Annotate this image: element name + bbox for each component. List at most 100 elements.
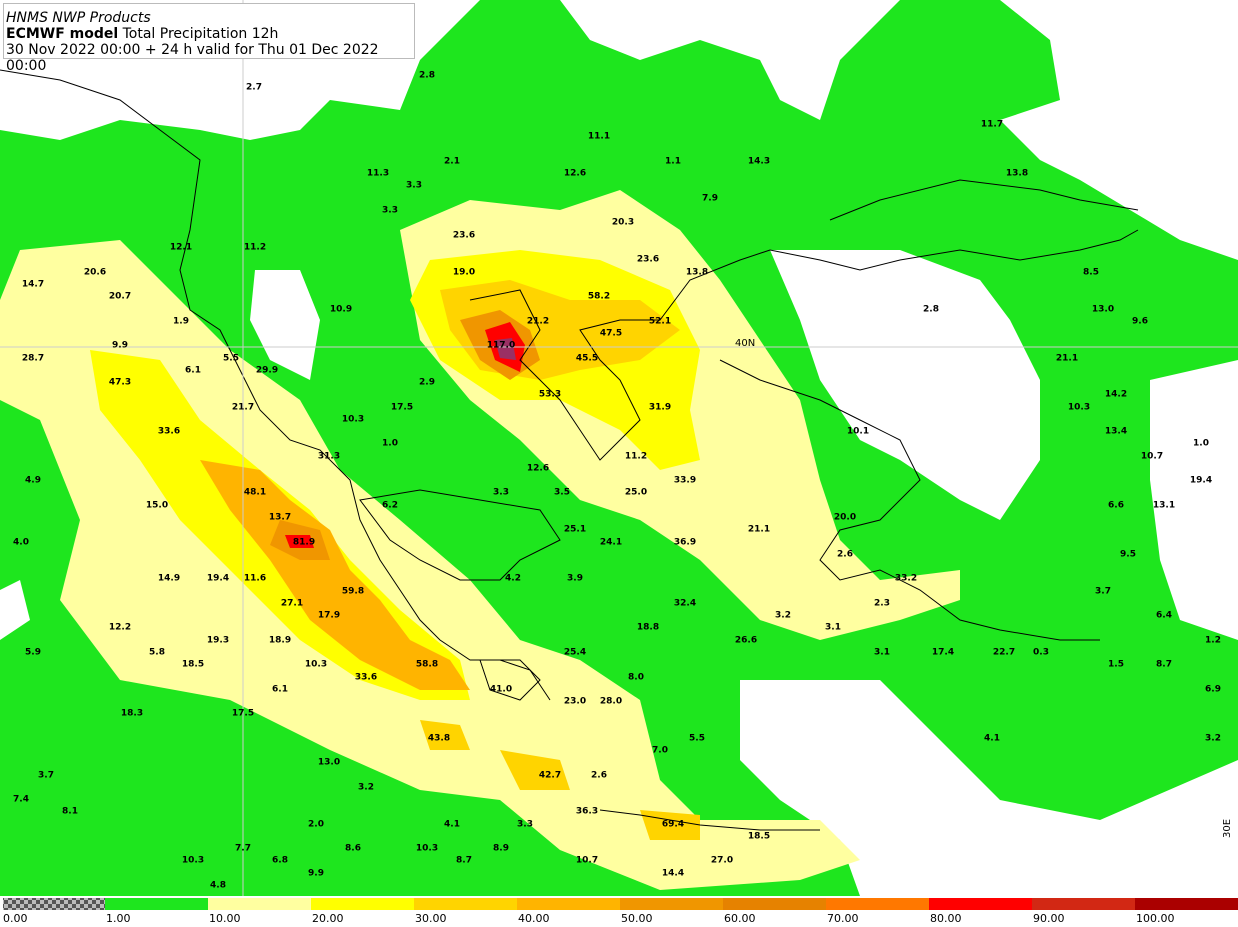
value-label: 45.5 xyxy=(576,354,598,364)
value-label: 6.1 xyxy=(185,366,201,376)
colorbar-label: 0.00 xyxy=(3,912,28,925)
lon-label: 30E xyxy=(1222,819,1233,838)
colorbar-label: 90.00 xyxy=(1033,912,1065,925)
value-label: 18.3 xyxy=(121,709,143,719)
value-label: 5.8 xyxy=(149,648,165,658)
value-label: 7.0 xyxy=(652,746,668,756)
value-label: 3.3 xyxy=(382,206,398,216)
colorbar-swatch xyxy=(1032,898,1135,910)
header-line1: HNMS NWP Products xyxy=(6,10,151,26)
colorbar-label: 1.00 xyxy=(106,912,131,925)
value-label: 43.8 xyxy=(428,734,450,744)
value-label: 17.4 xyxy=(932,648,954,658)
value-label: 2.6 xyxy=(837,550,853,560)
value-label: 20.7 xyxy=(109,292,131,302)
value-label: 5.5 xyxy=(689,734,705,744)
value-label: 21.7 xyxy=(232,403,254,413)
value-label: 59.8 xyxy=(342,587,364,597)
value-label: 6.6 xyxy=(1108,501,1124,511)
value-label: 52.1 xyxy=(649,317,671,327)
value-label: 2.8 xyxy=(923,305,939,315)
value-label: 8.1 xyxy=(62,807,78,817)
colorbar-swatch xyxy=(826,898,929,910)
colorbar-swatch xyxy=(311,898,414,910)
value-label: 13.4 xyxy=(1105,427,1127,437)
value-label: 23.6 xyxy=(453,231,475,241)
value-label: 12.6 xyxy=(564,169,586,179)
value-label: 9.9 xyxy=(308,869,324,879)
value-label: 3.3 xyxy=(517,820,533,830)
value-label: 69.4 xyxy=(662,820,684,830)
value-label: 10.7 xyxy=(576,856,598,866)
value-label: 2.7 xyxy=(246,83,262,93)
value-label: 19.4 xyxy=(1190,476,1212,486)
value-label: 36.9 xyxy=(674,538,696,548)
value-label: 13.8 xyxy=(1006,169,1028,179)
value-label: 11.2 xyxy=(244,243,266,253)
value-label: 31.3 xyxy=(318,452,340,462)
value-label: 12.1 xyxy=(170,243,192,253)
colorbar-label: 20.00 xyxy=(312,912,344,925)
value-label: 1.0 xyxy=(1193,439,1209,449)
value-label: 41.0 xyxy=(490,685,512,695)
value-label: 25.4 xyxy=(564,648,586,658)
colorbar-label: 60.00 xyxy=(724,912,756,925)
value-label: 4.0 xyxy=(13,538,29,548)
value-label: 7.7 xyxy=(235,844,251,854)
value-label: 21.2 xyxy=(527,317,549,327)
coastlines xyxy=(0,69,1139,831)
value-label: 1.2 xyxy=(1205,636,1221,646)
value-label: 3.7 xyxy=(38,771,54,781)
value-label: 1.9 xyxy=(173,317,189,327)
value-label: 14.2 xyxy=(1105,390,1127,400)
value-label: 42.7 xyxy=(539,771,561,781)
colorbar-label: 80.00 xyxy=(930,912,962,925)
colorbar-label: 10.00 xyxy=(209,912,241,925)
colorbar-swatch xyxy=(208,898,311,910)
value-label: 2.0 xyxy=(308,820,324,830)
value-label: 10.1 xyxy=(847,427,869,437)
value-label: 9.9 xyxy=(112,341,128,351)
colorbar-swatch xyxy=(723,898,826,910)
header-line2: ECMWF model Total Precipitation 12h xyxy=(6,26,414,42)
value-label: 58.8 xyxy=(416,660,438,670)
colorbar-swatch xyxy=(105,898,208,910)
value-label: 20.3 xyxy=(612,218,634,228)
colorbar-swatch xyxy=(1135,898,1238,910)
value-label: 23.0 xyxy=(564,697,586,707)
value-label: 18.8 xyxy=(637,623,659,633)
value-label: 33.9 xyxy=(674,476,696,486)
value-label: 11.7 xyxy=(981,120,1003,130)
value-label: 25.1 xyxy=(564,525,586,535)
value-label: 33.6 xyxy=(158,427,180,437)
value-label: 2.3 xyxy=(874,599,890,609)
value-label: 17.5 xyxy=(391,403,413,413)
value-label: 10.3 xyxy=(182,856,204,866)
value-label: 81.9 xyxy=(293,538,315,548)
product: Total Precipitation 12h xyxy=(122,26,279,42)
value-label: 31.9 xyxy=(649,403,671,413)
value-label: 4.8 xyxy=(210,881,226,891)
colorbar-label: 40.00 xyxy=(518,912,550,925)
graticule xyxy=(0,0,1238,896)
value-label: 17.9 xyxy=(318,611,340,621)
value-label: 11.3 xyxy=(367,169,389,179)
value-label: 48.1 xyxy=(244,488,266,498)
value-label: 33.2 xyxy=(895,574,917,584)
value-label: 3.7 xyxy=(1095,587,1111,597)
colorbar-label: 70.00 xyxy=(827,912,859,925)
value-label: 8.5 xyxy=(1083,268,1099,278)
value-label: 19.3 xyxy=(207,636,229,646)
value-label: 13.1 xyxy=(1153,501,1175,511)
value-label: 19.0 xyxy=(453,268,475,278)
value-label: 6.8 xyxy=(272,856,288,866)
colorbar-nodata xyxy=(3,898,105,910)
value-label: 3.9 xyxy=(567,574,583,584)
value-label: 11.1 xyxy=(588,132,610,142)
value-label: 32.4 xyxy=(674,599,696,609)
value-label: 21.1 xyxy=(1056,354,1078,364)
value-label: 12.2 xyxy=(109,623,131,633)
value-label: 58.2 xyxy=(588,292,610,302)
